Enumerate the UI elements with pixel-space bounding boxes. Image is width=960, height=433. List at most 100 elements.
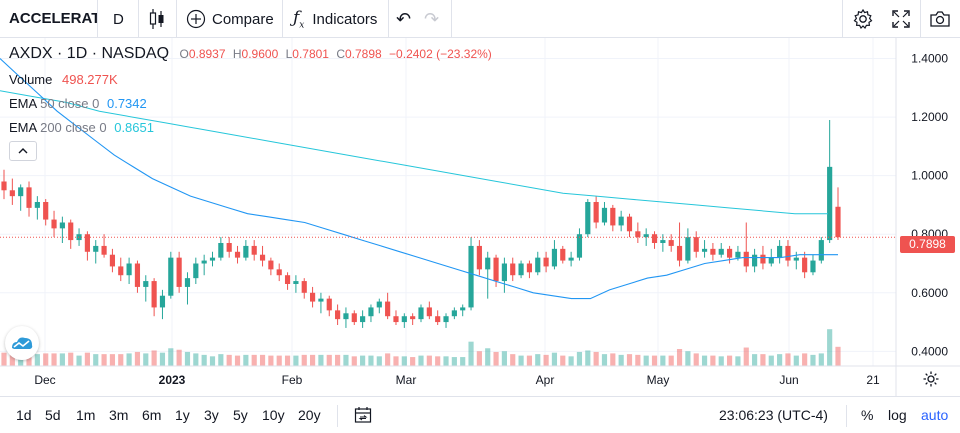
chart-style-button[interactable] <box>148 0 166 38</box>
volume-bar <box>660 355 666 366</box>
volume-bar <box>535 354 541 366</box>
percent-toggle[interactable]: % <box>861 407 874 423</box>
volume-bar <box>685 351 691 366</box>
candle <box>785 240 791 267</box>
range-3m[interactable]: 3m <box>109 407 129 423</box>
range-1m[interactable]: 1m <box>76 407 96 423</box>
fullscreen-icon[interactable] <box>891 0 911 38</box>
last-price-label: 0.7898 <box>900 236 955 253</box>
volume-bar <box>601 354 608 366</box>
candle <box>218 237 224 261</box>
ema200-legend[interactable]: EMA 200 close 0 0.8651 <box>9 120 154 135</box>
close-value: 0.7898 <box>345 47 382 61</box>
range-3y[interactable]: 3y <box>204 407 219 423</box>
close-label: C <box>336 47 345 61</box>
volume-bar <box>143 353 149 366</box>
candle <box>802 251 808 279</box>
settings-gear-icon[interactable] <box>852 0 874 38</box>
volume-bar <box>418 355 424 366</box>
range-6m[interactable]: 6m <box>142 407 162 423</box>
price-tick-label: 1.0000 <box>911 169 948 183</box>
candle <box>193 257 199 284</box>
compare-label: Compare <box>212 10 274 28</box>
price-tick-label: 1.4000 <box>911 52 948 66</box>
candle <box>84 231 90 261</box>
symbol-search[interactable]: ACCELERATE <box>0 0 98 38</box>
compare-button[interactable]: Compare <box>186 0 274 38</box>
volume-bar <box>651 355 658 366</box>
candle <box>426 301 432 320</box>
candle <box>393 310 399 325</box>
candle <box>518 260 524 279</box>
candle <box>685 228 691 264</box>
redo-icon[interactable]: ↷ <box>424 8 440 29</box>
clock-timezone[interactable]: 23:06:23 (UTC-4) <box>719 407 828 423</box>
candle <box>593 196 599 229</box>
open-value: 0.8937 <box>188 47 226 61</box>
time-tick-label: 2023 <box>159 373 186 387</box>
interval-button[interactable]: D <box>113 10 124 28</box>
candle <box>118 257 124 282</box>
indicators-button[interactable]: ƒx Indicators <box>293 0 377 38</box>
volume-bar <box>810 354 816 366</box>
candle <box>259 245 266 267</box>
volume-bar <box>243 354 249 366</box>
undo-icon[interactable]: ↶ <box>396 8 412 29</box>
range-10y[interactable]: 10y <box>262 407 285 423</box>
volume-bar <box>726 355 733 366</box>
tradingview-logo[interactable] <box>5 326 39 360</box>
candle <box>676 222 683 267</box>
volume-bar <box>109 354 116 366</box>
candle <box>276 263 282 282</box>
candle <box>335 304 341 325</box>
volume-bar <box>618 354 624 366</box>
candle <box>293 275 299 293</box>
candle <box>643 228 649 246</box>
log-toggle[interactable]: log <box>888 407 907 423</box>
candle <box>126 257 132 284</box>
candle <box>209 251 216 267</box>
candle <box>827 120 833 243</box>
candle <box>168 251 174 299</box>
volume-bar <box>385 353 391 366</box>
range-5y[interactable]: 5y <box>233 407 248 423</box>
volume-bar <box>735 356 741 366</box>
range-20y[interactable]: 20y <box>298 407 321 423</box>
legend-collapse-button[interactable] <box>9 141 37 161</box>
ema50-legend[interactable]: EMA 50 close 0 0.7342 <box>9 96 147 111</box>
candle <box>18 184 24 211</box>
candle <box>201 254 207 276</box>
ema200-line <box>0 90 828 215</box>
camera-icon[interactable] <box>929 0 951 38</box>
candle <box>460 304 466 317</box>
auto-toggle[interactable]: auto <box>921 407 949 423</box>
candle <box>743 222 749 273</box>
volume-bar <box>710 355 716 366</box>
time-tick-label: Apr <box>536 373 555 387</box>
candle <box>526 260 533 279</box>
volume-bar <box>468 341 474 366</box>
volume-legend[interactable]: Volume 498.277K <box>9 72 118 87</box>
volume-bar <box>34 354 40 366</box>
volume-bar <box>59 353 65 366</box>
candle <box>159 289 166 320</box>
range-1y[interactable]: 1y <box>175 407 190 423</box>
volume-bar <box>718 356 724 366</box>
candle <box>818 237 824 264</box>
volume-bar <box>226 354 232 366</box>
volume-bar <box>752 354 758 366</box>
volume-bar <box>451 357 457 366</box>
volume-bar <box>101 354 107 366</box>
volume-bar <box>768 355 774 366</box>
volume-bar <box>93 354 99 366</box>
time-tick-label: Mar <box>396 373 417 387</box>
time-tick-label: Dec <box>34 373 55 387</box>
candle <box>368 304 374 323</box>
volume-bar <box>593 351 599 366</box>
candle <box>410 313 416 325</box>
volume-bar <box>401 356 407 366</box>
range-5d[interactable]: 5d <box>45 407 61 423</box>
volume-bar <box>268 355 274 366</box>
range-1d[interactable]: 1d <box>16 407 32 423</box>
